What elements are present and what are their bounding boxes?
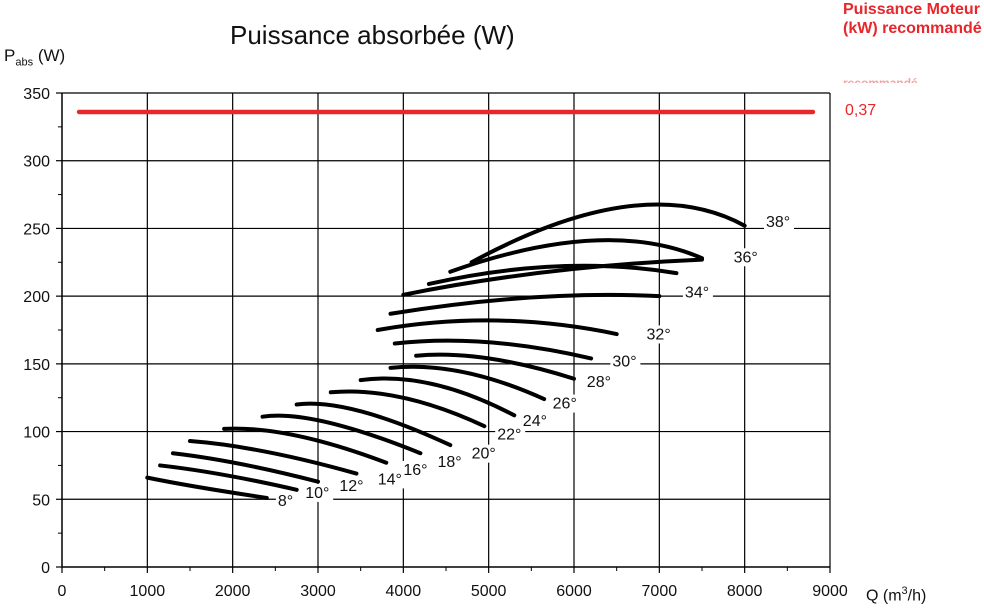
curve-32deg	[375, 318, 619, 337]
x-tick-label: 2000	[215, 583, 251, 600]
curve-label: 38°	[766, 214, 790, 231]
curve-label: 12°	[339, 478, 363, 495]
motor-power-ghost-text: recommandé	[843, 77, 918, 83]
curve-label-bg	[401, 460, 432, 479]
y-axis-label-unit: (W)	[33, 46, 66, 65]
x-tick-label: 8000	[727, 583, 763, 600]
x-tick-label: 1000	[130, 583, 166, 600]
y-tick-label: 100	[23, 425, 50, 442]
y-tick-label: 350	[23, 86, 50, 103]
curve-label-bg	[584, 372, 615, 391]
y-tick-label: 250	[23, 221, 50, 238]
curve-label: 32°	[647, 326, 671, 343]
curve-label: 36°	[734, 249, 758, 266]
curve-label-bg	[435, 452, 466, 471]
curve-label-bg	[644, 325, 675, 344]
curve-label: 34°	[685, 284, 709, 301]
curve-label-bg	[495, 425, 526, 444]
curve-28deg	[414, 352, 576, 381]
curve-label: 22°	[497, 427, 521, 444]
x-axis-label: Q (m3/h)	[866, 585, 926, 605]
curve-24deg	[358, 376, 517, 418]
curve-label-bg	[550, 394, 581, 413]
curve-22deg	[328, 389, 487, 429]
curve-label: 30°	[612, 354, 636, 371]
curve-label: 26°	[553, 396, 577, 413]
x-tick-label: 5000	[471, 583, 507, 600]
x-tick-label: 7000	[642, 583, 678, 600]
x-tick-label: 9000	[812, 583, 848, 600]
motor-power-title: Puissance Moteur (kW) recommandé	[843, 1, 982, 37]
curve-label-bg	[337, 477, 368, 496]
grid	[62, 92, 831, 567]
curve-unlabeled	[426, 263, 679, 286]
curve-30deg	[392, 338, 594, 361]
y-tick-label: 50	[32, 492, 50, 509]
curve-label-bg	[375, 470, 406, 489]
x-tick-label: 6000	[556, 583, 592, 600]
tick-labels: 0 1000 2000 3000 4000 5000 6000 7000 8000 9000 0 50…	[23, 86, 848, 600]
chart-title: Puissance absorbée (W)	[230, 20, 515, 50]
curves	[145, 202, 747, 500]
motor-power-value: 0,37	[845, 102, 877, 119]
y-tick-label: 300	[23, 154, 50, 171]
curve-8deg	[145, 475, 269, 500]
y-tick-label: 150	[23, 357, 50, 374]
x-tick-label: 4000	[386, 583, 422, 600]
curve-20deg	[294, 401, 453, 448]
curve-38deg	[469, 202, 747, 265]
x-tick-label: 3000	[300, 583, 336, 600]
curve-label-bg	[610, 352, 641, 371]
curve-label: 10°	[305, 485, 329, 502]
curve-34deg	[388, 292, 662, 316]
curve-10deg	[158, 463, 299, 492]
curve-label: 18°	[437, 454, 461, 471]
curve-unlabeled	[448, 238, 704, 274]
curve-label: 20°	[472, 446, 496, 463]
curve-label-bg	[682, 283, 713, 302]
y-tick-label: 0	[41, 560, 50, 577]
curve-label-bg	[303, 483, 334, 502]
curve-label-bg	[469, 444, 500, 463]
y-axis-label-main: P	[4, 46, 16, 65]
curve-26deg	[388, 364, 547, 402]
curve-12deg	[170, 451, 320, 484]
curve-labels: 8° 10° 12° 14°16° 18° 20°22°24° 26° 28°30° 32° 34…	[275, 213, 794, 511]
y-axis-label-sub: abs	[15, 56, 34, 69]
y-tick-label: 200	[23, 289, 50, 306]
curve-label-bg	[731, 248, 762, 267]
curve-16deg	[222, 426, 389, 465]
x-axis-label-sup: 3	[901, 585, 908, 597]
curve-label-bg	[520, 412, 551, 431]
curve-label: 8°	[278, 493, 293, 510]
curve-14deg	[188, 439, 359, 476]
curve-label: 16°	[403, 462, 427, 479]
curve-label-bg	[275, 492, 306, 511]
x-tick-label: 0	[58, 583, 67, 600]
curve-label: 24°	[523, 413, 547, 430]
x-axis-label-unit: /h)	[907, 587, 927, 605]
y-axis-label: Pabs (W)	[4, 46, 65, 68]
axes	[56, 92, 831, 573]
curve-label: 14°	[378, 471, 402, 488]
curve-label-bg	[764, 213, 794, 232]
curve-36deg	[401, 257, 704, 297]
curve-label: 28°	[587, 374, 611, 391]
x-axis-label-main: Q (m	[866, 587, 902, 605]
curve-18deg	[260, 413, 423, 456]
